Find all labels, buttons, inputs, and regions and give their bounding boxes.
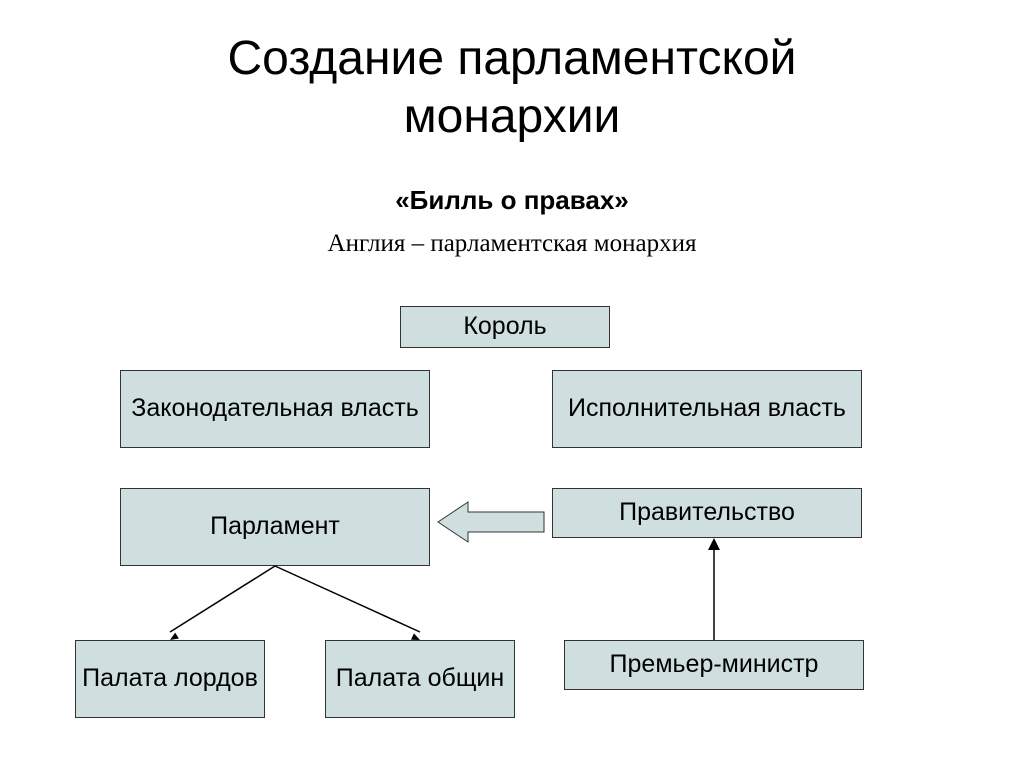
arrow-parliament-to-commons (0, 0, 1024, 767)
